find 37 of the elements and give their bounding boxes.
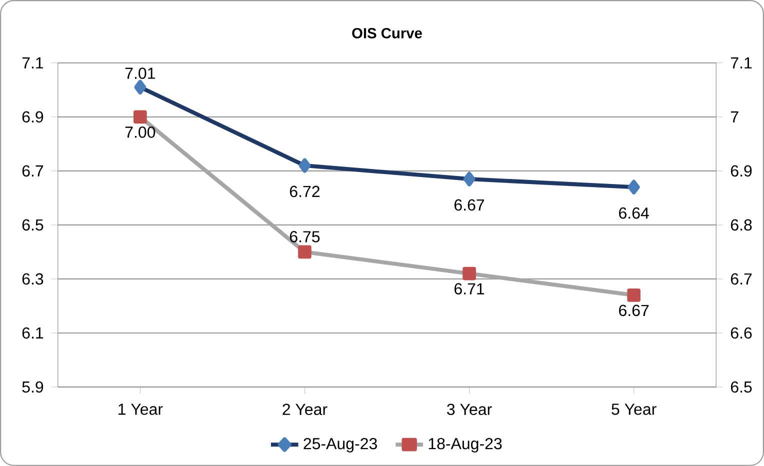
x-tick-label: 3 Year — [447, 404, 492, 416]
data-label: 6.71 — [454, 283, 484, 295]
point — [627, 288, 641, 302]
y2-tick-label: 7 — [730, 111, 738, 122]
point — [298, 158, 311, 173]
data-label: 6.72 — [290, 186, 320, 198]
y-tick-label: 7.1 — [22, 57, 44, 68]
y2-tick-label: 6.5 — [730, 381, 752, 393]
x-tick-label: 5 Year — [612, 404, 656, 415]
x-tick-label: 1 Year — [118, 404, 163, 415]
y2-tick-label: 6.6 — [730, 327, 752, 339]
point — [134, 110, 147, 124]
point — [298, 245, 312, 259]
legend-label: 18-Aug-23 — [428, 438, 502, 453]
data-label: 6.75 — [290, 231, 320, 242]
y-tick-label: 6.5 — [22, 219, 44, 231]
data-label: 7.01 — [125, 68, 155, 79]
x-tick-label: 2 Year — [282, 404, 328, 416]
y2-tick-label: 6.9 — [730, 165, 752, 177]
data-label: 6.64 — [619, 207, 649, 219]
y2-tick-label: 7.1 — [730, 57, 752, 68]
y-tick-label: 5.9 — [22, 381, 44, 393]
point — [462, 266, 476, 280]
y-tick-label: 6.3 — [22, 273, 44, 285]
y-tick-label: 6.1 — [22, 327, 44, 339]
y2-tick-label: 6.7 — [730, 273, 752, 285]
data-label: 6.67 — [454, 199, 484, 211]
chart-title: OIS Curve — [352, 28, 422, 38]
data-label: 7.00 — [125, 126, 156, 138]
y-tick-label: 6.7 — [22, 165, 44, 177]
point — [628, 180, 640, 195]
point — [463, 172, 476, 186]
legend-label: 25-Aug-23 — [304, 438, 377, 453]
y2-tick-label: 6.8 — [730, 219, 752, 231]
y-tick-label: 6.9 — [22, 111, 44, 123]
point — [134, 80, 146, 95]
data-label: 6.67 — [619, 304, 649, 316]
